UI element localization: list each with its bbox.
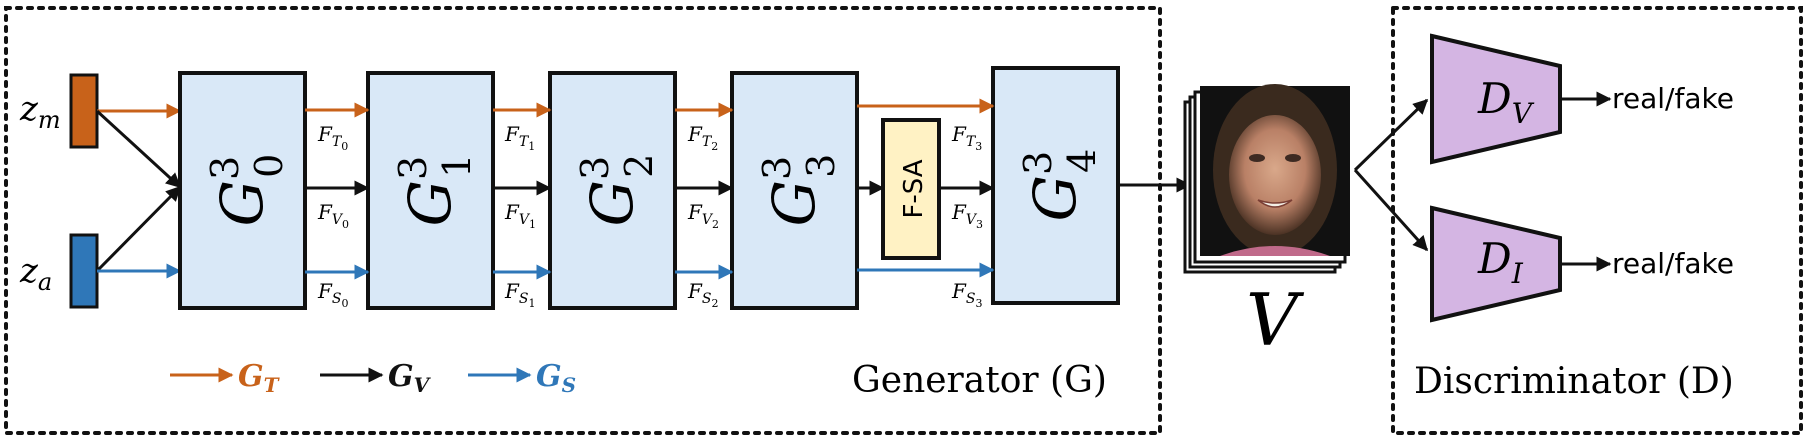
input-za-label: za — [19, 251, 52, 296]
input-za-bar — [69, 233, 99, 309]
label-fs2: FS2 — [687, 279, 718, 310]
label-ft2: FT2 — [687, 122, 718, 153]
label-ft3: FT3 — [951, 122, 982, 153]
label-fv3: FV3 — [951, 200, 983, 231]
label-fv1: FV1 — [504, 200, 536, 231]
face-image — [1200, 84, 1350, 256]
za-black-arrow — [95, 185, 182, 273]
svg-text:G34: G34 — [1016, 149, 1104, 222]
generator-block-g3: G33 — [730, 71, 859, 310]
generator-block-g1: G31 — [366, 71, 495, 310]
arrow-video-to-di — [1353, 168, 1429, 252]
generator-frame — [4, 6, 1162, 435]
zm-black-arrow — [95, 109, 182, 189]
legend-gv-label: GV — [388, 359, 432, 397]
svg-text:G30: G30 — [203, 154, 291, 227]
label-fs0: FS0 — [317, 279, 348, 310]
label-ft0: FT0 — [317, 122, 348, 153]
legend-gt-label: GT — [238, 359, 281, 397]
svg-text:G32: G32 — [573, 154, 661, 227]
input-zm-label: zm — [19, 89, 61, 134]
video-stack — [1183, 84, 1350, 274]
label-fv0: FV0 — [317, 200, 349, 231]
discriminator-dv: DV — [1430, 33, 1562, 165]
dv-output-label: real/fake — [1612, 82, 1734, 115]
label-fs3: FS3 — [951, 279, 982, 310]
svg-text:DI: DI — [1477, 234, 1524, 290]
generator-block-g0: G30 — [178, 71, 307, 310]
discriminator-di: DI — [1430, 205, 1562, 323]
discriminator-frame — [1391, 6, 1803, 435]
svg-text:F-SA: F-SA — [899, 159, 929, 218]
label-fs1: FS1 — [504, 279, 535, 310]
input-zm-bar — [69, 73, 99, 149]
di-output-label: real/fake — [1612, 247, 1734, 280]
svg-text:DV: DV — [1477, 74, 1535, 130]
svg-text:G31: G31 — [391, 154, 479, 227]
generator-block-g2: G32 — [548, 71, 677, 310]
label-ft1: FT1 — [504, 122, 535, 153]
label-fv2: FV2 — [687, 200, 719, 231]
fsa-block: F-SA — [881, 118, 941, 260]
svg-text:G33: G33 — [755, 154, 843, 227]
generator-block-g4: G34 — [991, 66, 1120, 305]
generator-label: Generator (G) — [852, 360, 1107, 401]
legend-gs-label: GS — [536, 359, 576, 397]
discriminator-label: Discriminator (D) — [1414, 361, 1734, 402]
legend: GT GV GS — [170, 359, 576, 397]
arrow-video-to-dv — [1353, 98, 1429, 172]
video-label: V — [1246, 278, 1305, 362]
